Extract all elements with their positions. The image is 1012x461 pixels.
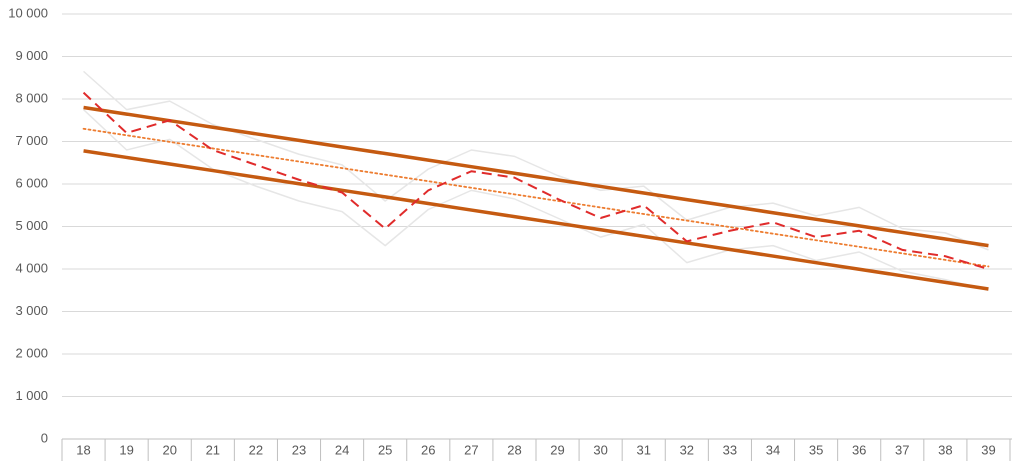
x-tick-label: 19 [119,442,133,457]
x-tick-label: 26 [421,442,435,457]
series-line [83,105,989,248]
x-tick-label: 22 [249,442,263,457]
x-tick-label: 39 [981,442,995,457]
y-tick-label: 3 000 [15,303,48,318]
y-tick-label: 8 000 [15,90,48,105]
y-tick-label: 2 000 [15,345,48,360]
x-tick-label: 28 [507,442,521,457]
y-tick-label: 1 000 [15,388,48,403]
x-tick-label: 20 [162,442,176,457]
y-tick-label: 4 000 [15,260,48,275]
x-tick-label: 23 [292,442,306,457]
series-line [83,109,989,291]
x-tick-label: 35 [809,442,823,457]
x-tick-label: 33 [723,442,737,457]
x-tick-label: 29 [550,442,564,457]
series-line [83,149,989,291]
x-tick-label: 25 [378,442,392,457]
y-tick-label: 9 000 [15,48,48,63]
x-tick-label: 37 [895,442,909,457]
x-tick-label: 36 [852,442,866,457]
x-tick-label: 24 [335,442,349,457]
y-tick-label: 10 000 [8,5,48,20]
y-tick-label: 0 [41,430,48,445]
y-tick-label: 5 000 [15,218,48,233]
series-line [82,91,989,270]
x-tick-label: 31 [636,442,650,457]
x-tick-label: 27 [464,442,478,457]
series-line [83,70,989,251]
x-tick-label: 30 [593,442,607,457]
series-line [82,127,990,268]
x-tick-label: 18 [76,442,90,457]
x-tick-label: 21 [206,442,220,457]
y-tick-label: 7 000 [15,133,48,148]
x-tick-label: 34 [766,442,780,457]
y-tick-label: 6 000 [15,175,48,190]
x-tick-label: 38 [938,442,952,457]
x-tick-label: 32 [680,442,694,457]
